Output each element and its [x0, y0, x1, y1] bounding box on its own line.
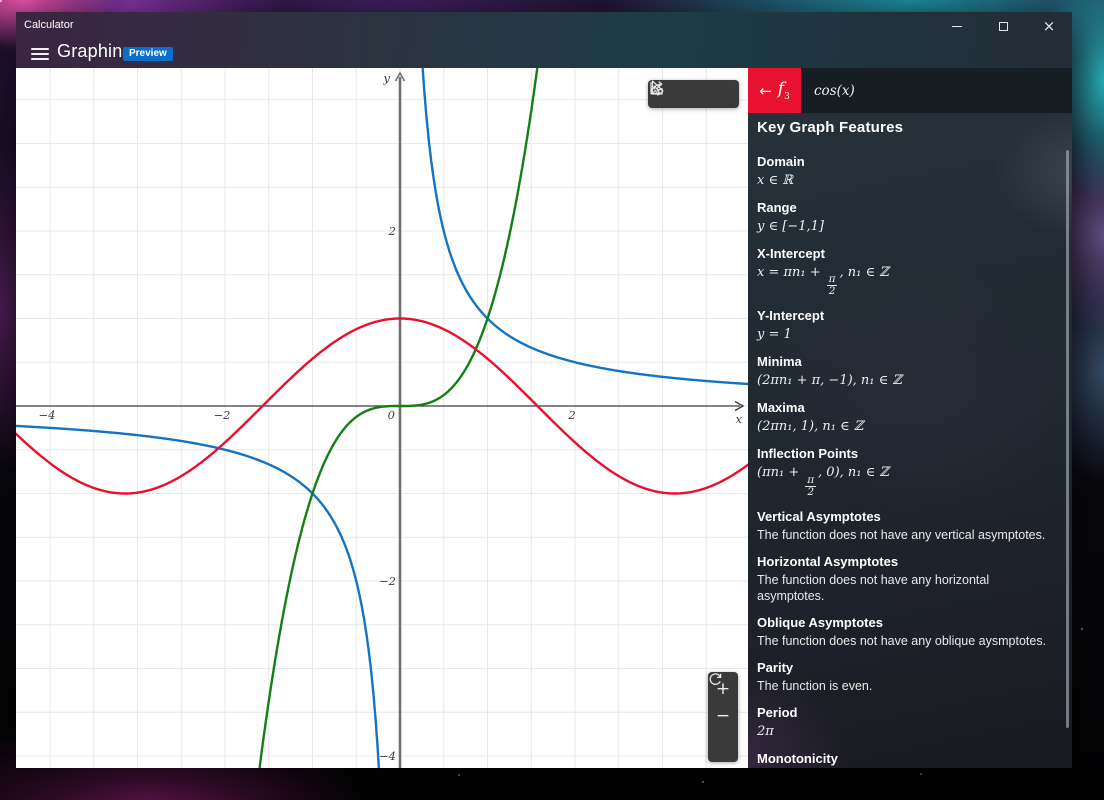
- feature-value: 2π: [757, 723, 774, 739]
- feature-item: Range y ∈ [−1,1]: [757, 200, 1056, 235]
- feature-item: Period 2π: [757, 705, 1056, 740]
- feature-value: The function does not have any horizonta…: [757, 572, 990, 603]
- graph-options-button[interactable]: [650, 82, 733, 106]
- minimize-button[interactable]: [934, 12, 980, 40]
- key-graph-features-panel: ← f3 cos(x) Key Graph Features Domain x ∈…: [748, 68, 1072, 768]
- maximize-icon: [998, 21, 1008, 31]
- svg-text:−4: −4: [379, 749, 396, 763]
- app-header: Graphing Preview: [16, 40, 1072, 68]
- feature-list: Domain x ∈ ℝ Range y ∈ [−1,1] X-Intercept x =…: [757, 154, 1056, 768]
- feature-value: The function does not have any vertical …: [757, 527, 1046, 542]
- svg-text:x: x: [736, 412, 743, 426]
- feature-item: Monotonicity(2πn₁ + π, 2πn₁ + 2π), n₁ ∈ …: [757, 751, 1056, 768]
- feature-title: Inflection Points: [757, 446, 859, 462]
- feature-title: Maxima: [757, 400, 805, 416]
- function-expression-bar: cos(x): [801, 68, 1072, 113]
- feature-title: Monotonicity: [757, 750, 838, 766]
- function-plot[interactable]: −4 −2 0 2 2 −2 −4 y x: [16, 68, 748, 768]
- panel-title: Key Graph Features: [757, 119, 904, 136]
- graph-toolbar: [648, 80, 739, 108]
- feature-title: Range: [757, 200, 797, 215]
- page-title: Graphing: [57, 41, 133, 61]
- feature-item: Vertical Asymptotes The function does not…: [757, 509, 1056, 543]
- svg-text:2: 2: [388, 224, 396, 238]
- titlebar[interactable]: Calculator ×: [16, 12, 1072, 40]
- svg-text:2: 2: [567, 408, 575, 422]
- calculator-window: Calculator × Graphing Preview −4 −2 0 2 2 −2−…: [16, 12, 1072, 768]
- feature-value: x ∈ ℝ: [757, 173, 794, 188]
- feature-value: The function is even.: [757, 678, 873, 693]
- svg-text:−2: −2: [379, 574, 396, 588]
- feature-title: Vertical Asymptotes: [757, 508, 881, 524]
- back-button[interactable]: ← f3: [748, 68, 801, 113]
- svg-text:−4: −4: [39, 408, 56, 422]
- wallpaper-stars: [0, 0, 2, 2]
- feature-item: Maxima (2πn₁, 1), n₁ ∈ ℤ: [757, 400, 1056, 435]
- svg-text:−2: −2: [214, 408, 231, 422]
- feature-item: Minima (2πn₁ + π, −1), n₁ ∈ ℤ: [757, 354, 1056, 389]
- feature-title: Minima: [757, 354, 802, 370]
- feature-value: y ∈ [−1,1]: [757, 219, 824, 234]
- function-header: ← f3 cos(x): [748, 68, 1072, 113]
- feature-title: X-Intercept: [757, 246, 825, 261]
- function-symbol: f3: [777, 79, 790, 102]
- panel-scrollbar[interactable]: [1066, 150, 1069, 728]
- svg-text:0: 0: [388, 408, 395, 422]
- feature-value: The function does not have any oblique a…: [757, 633, 1047, 648]
- curve-f2[interactable]: [245, 68, 555, 768]
- feature-title: Period: [757, 704, 798, 720]
- app-title: Calculator: [24, 19, 74, 31]
- reset-view-button[interactable]: [709, 673, 736, 756]
- minimize-icon: [952, 25, 962, 27]
- zoom-controls: + −: [708, 672, 738, 762]
- function-expression: cos(x): [814, 82, 855, 99]
- feature-title: Horizontal Asymptotes: [757, 553, 899, 569]
- feature-item: Oblique Asymptotes The function does not …: [757, 615, 1056, 649]
- curve-f1[interactable]: [16, 68, 748, 768]
- back-arrow-icon: ←: [759, 81, 772, 100]
- window-controls: ×: [934, 12, 1072, 40]
- share-button[interactable]: [651, 81, 705, 106]
- feature-value: (2πn₁, 1), n₁ ∈ ℤ: [757, 419, 864, 435]
- feature-item: Y-Intercept y = 1: [757, 308, 1056, 343]
- maximize-button[interactable]: [980, 12, 1026, 40]
- feature-title: Y-Intercept: [757, 308, 825, 324]
- graph-canvas[interactable]: −4 −2 0 2 2 −2 −4 y x: [16, 68, 748, 768]
- feature-title: Domain: [757, 154, 805, 169]
- svg-text:y: y: [383, 71, 391, 85]
- graph-options-icon: [650, 82, 664, 95]
- feature-item: Horizontal Asymptotes The function does n…: [757, 554, 1056, 604]
- zoom-out-button[interactable]: −: [715, 706, 731, 727]
- feature-title: Parity: [757, 659, 794, 675]
- menu-button[interactable]: [30, 46, 50, 62]
- reset-view-icon: [709, 673, 722, 685]
- feature-value: (2πn₁ + π, −1), n₁ ∈ ℤ: [757, 373, 902, 389]
- close-button[interactable]: ×: [1026, 12, 1072, 40]
- feature-item: Parity The function is even.: [757, 660, 1056, 694]
- feature-item: Domain x ∈ ℝ: [757, 154, 1056, 189]
- zoom-in-button[interactable]: +: [715, 679, 731, 700]
- curve-f3[interactable]: [16, 317, 748, 495]
- close-icon: ×: [1042, 16, 1056, 35]
- preview-badge: Preview: [123, 47, 173, 61]
- feature-value: y = 1: [757, 327, 792, 343]
- feature-title: Oblique Asymptotes: [757, 614, 883, 630]
- hamburger-icon: [31, 48, 49, 50]
